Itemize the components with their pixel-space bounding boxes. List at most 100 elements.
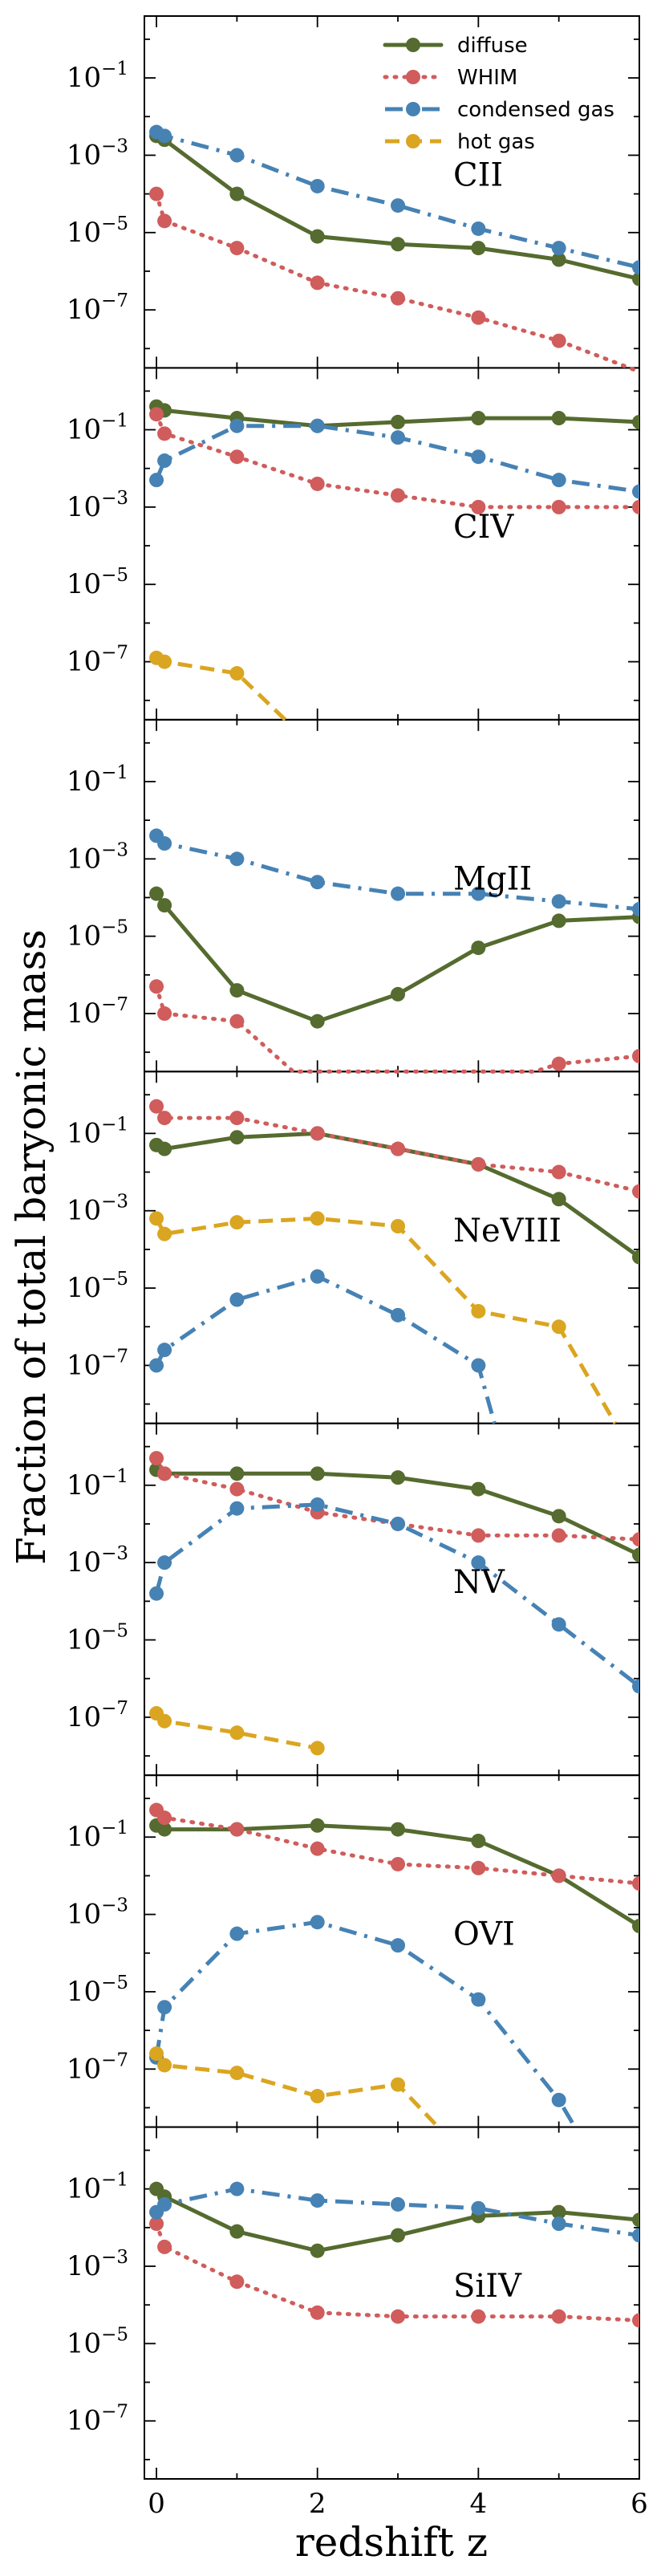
ion-label: CIV	[453, 509, 514, 546]
data-point	[157, 1006, 172, 1022]
data-point	[391, 2196, 406, 2212]
data-point	[310, 2089, 325, 2104]
data-point	[551, 1319, 566, 1335]
data-point	[149, 186, 164, 201]
y-tick-label: 10−3	[67, 136, 128, 171]
data-point	[471, 1303, 486, 1318]
data-point	[229, 2274, 245, 2290]
data-point	[471, 241, 486, 256]
data-point	[229, 1466, 245, 1481]
y-tick-label: 10−1	[67, 59, 128, 94]
data-point	[310, 1126, 325, 1141]
data-point	[551, 1056, 566, 1071]
y-tick-label: 10−1	[67, 1818, 128, 1853]
legend-label: hot gas	[457, 130, 535, 154]
legend-marker	[406, 38, 420, 52]
data-point	[157, 1111, 172, 1126]
data-point	[149, 1451, 164, 1466]
data-point	[149, 886, 164, 901]
data-point	[391, 2077, 406, 2092]
data-point	[391, 198, 406, 213]
data-point	[551, 2216, 566, 2232]
series-line-diffuse	[154, 404, 639, 429]
series-line-diffuse	[154, 2187, 639, 2253]
data-point	[157, 1343, 172, 1358]
data-point	[391, 1856, 406, 1871]
data-point	[157, 453, 172, 469]
data-point	[632, 1049, 639, 1064]
data-point	[310, 1466, 325, 1481]
data-point	[149, 473, 164, 488]
data-point	[157, 2196, 172, 2212]
data-point	[157, 128, 172, 144]
data-point	[310, 875, 325, 890]
panel-frame	[144, 2126, 640, 2481]
y-tick-label: 10−1	[67, 2170, 128, 2205]
x-tick-label: 0	[148, 2488, 165, 2520]
data-point	[157, 836, 172, 851]
legend-label: condensed gas	[457, 98, 614, 122]
series-line-diffuse	[154, 1468, 639, 1557]
data-point	[471, 411, 486, 426]
data-point	[632, 1547, 639, 1562]
data-point	[632, 271, 639, 286]
data-point	[632, 484, 639, 499]
data-point	[391, 986, 406, 1002]
data-point	[391, 291, 406, 306]
series-line-whim	[154, 1808, 639, 1886]
data-point	[471, 2309, 486, 2324]
legend: diffuse WHIM condensed gas hot gas	[383, 34, 614, 154]
data-point	[310, 2193, 325, 2208]
data-point	[551, 411, 566, 426]
series-line-hot-gas	[155, 656, 287, 721]
data-point	[391, 1470, 406, 1485]
series-line-diffuse	[154, 1823, 639, 1928]
data-point	[632, 1919, 639, 1934]
legend-label: diffuse	[457, 34, 528, 58]
data-point	[229, 449, 245, 465]
data-point	[229, 148, 245, 163]
data-point	[551, 1868, 566, 1883]
data-point	[157, 2239, 172, 2254]
series-line-whim	[154, 2221, 639, 2322]
y-tick-label: 10−5	[67, 565, 128, 600]
data-point	[229, 241, 245, 256]
data-point	[471, 1834, 486, 1849]
ion-label: OVI	[453, 1916, 515, 1953]
y-tick-label: 10−5	[67, 1621, 128, 1656]
data-point	[229, 851, 245, 867]
x-tick-label: 2	[309, 2488, 326, 2520]
data-point	[471, 1992, 486, 2007]
data-point	[632, 901, 639, 916]
data-point	[157, 1555, 172, 1570]
data-point	[391, 430, 406, 445]
ion-label: MgII	[453, 860, 532, 897]
data-point	[149, 1099, 164, 1114]
data-point	[229, 2066, 245, 2081]
data-point	[632, 1249, 639, 1265]
data-point	[310, 1741, 325, 1756]
data-point	[551, 1192, 566, 1207]
data-point	[310, 275, 325, 291]
data-point	[632, 1184, 639, 1199]
data-point	[551, 252, 566, 267]
data-point	[229, 1926, 245, 1941]
data-point	[391, 2228, 406, 2243]
data-point	[310, 1818, 325, 1833]
y-tick-label: 10−7	[67, 2402, 128, 2437]
data-point	[229, 1130, 245, 1145]
data-point	[157, 1141, 172, 1156]
data-point	[149, 1211, 164, 1226]
data-point	[229, 1111, 245, 1126]
data-point	[229, 1292, 245, 1307]
data-point	[310, 1497, 325, 1512]
data-point	[471, 449, 486, 465]
data-point	[229, 983, 245, 998]
y-tick-label: 10−7	[67, 1698, 128, 1733]
series-line-whim	[154, 192, 639, 374]
data-point	[157, 898, 172, 913]
data-point	[471, 941, 486, 956]
data-point	[551, 1164, 566, 1180]
data-point	[310, 1211, 325, 1226]
y-tick-label: 10−3	[67, 1192, 128, 1227]
